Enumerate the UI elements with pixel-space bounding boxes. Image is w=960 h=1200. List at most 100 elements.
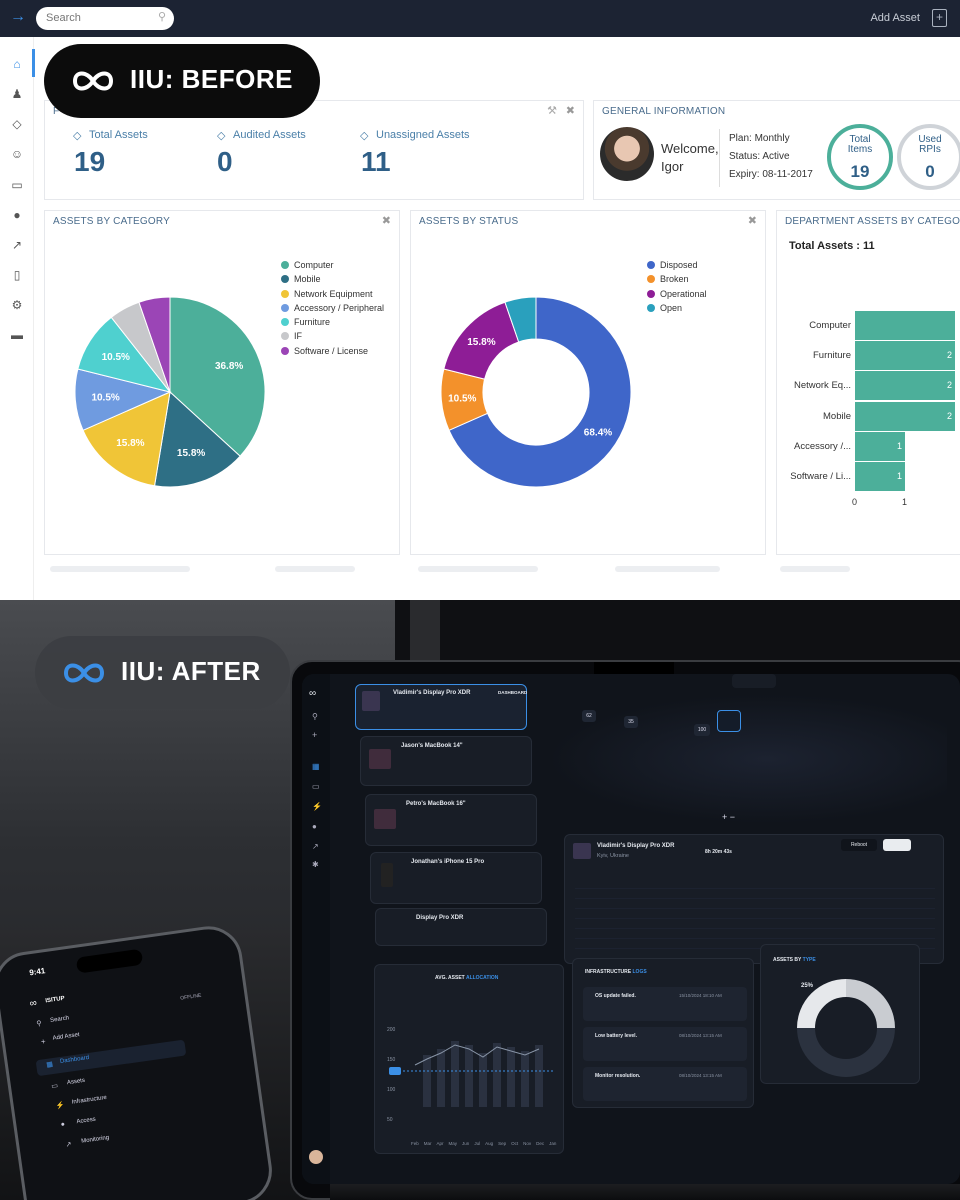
plus-icon[interactable]: + [40, 1036, 47, 1047]
legend-item[interactable]: Disposed [647, 258, 707, 272]
bolt-icon[interactable]: ⚡ [312, 802, 322, 811]
legend-item[interactable]: Mobile [281, 272, 384, 286]
total-items-label-2: Items [847, 144, 873, 155]
map-pin-selected[interactable] [717, 710, 741, 732]
add-asset-button[interactable]: Add Asset [870, 12, 920, 24]
globe-icon[interactable]: ● [13, 208, 21, 222]
pie-slice[interactable] [169, 296, 266, 457]
map-pin[interactable]: 62 [582, 710, 596, 722]
legend-item[interactable]: Network Equipment [281, 287, 384, 301]
bar[interactable] [855, 311, 955, 340]
wrench-icon[interactable]: ⚒ [547, 105, 557, 117]
phone-menu-assets[interactable]: Assets [66, 1077, 86, 1087]
avatar [309, 1150, 323, 1164]
bar[interactable]: 1 [855, 431, 905, 461]
trend-icon[interactable]: ↗ [312, 842, 319, 851]
x-tick-label: Jan [549, 1141, 557, 1146]
pie-slice[interactable] [153, 391, 241, 488]
add-asset-icon[interactable]: + [932, 9, 947, 27]
types-card: ASSETS BY TYPE 25% [760, 944, 920, 1084]
pie-slice[interactable] [504, 296, 537, 343]
zoom-controls[interactable]: + − [722, 812, 736, 822]
search-input[interactable]: Search ⚲ [36, 7, 174, 30]
asset-list-item[interactable]: Jonathan's iPhone 15 Pro [370, 852, 542, 904]
bar[interactable]: 2 [855, 401, 955, 431]
bar[interactable]: 2 [855, 371, 955, 401]
search-icon[interactable]: ⚲ [312, 712, 318, 721]
monitor-icon[interactable]: ▭ [11, 178, 23, 192]
asset-list-item[interactable]: Display Pro XDR [375, 908, 547, 946]
legend-item[interactable]: Accessory / Peripheral [281, 301, 384, 315]
legend-item[interactable]: Broken [647, 272, 707, 286]
person-icon[interactable]: ♟ [11, 87, 23, 101]
phone-menu-monitoring[interactable]: Monitoring [80, 1134, 110, 1145]
legend-label: Software / License [294, 345, 369, 356]
log-entry[interactable]: Monitor resolution. 08/10/2024 13:15 AM [583, 1067, 747, 1101]
stat-label-total: Total Assets [89, 129, 148, 141]
blurred-row [780, 566, 850, 572]
bar[interactable]: 1 [855, 462, 905, 491]
gear-icon[interactable]: ⚙ [11, 298, 23, 312]
allocation-card: AVG. ASSET ALLOCATION 200 150 100 50 Feb… [374, 964, 564, 1154]
asset-list-item[interactable]: Petro's MacBook 16" [365, 794, 537, 846]
close-icon[interactable]: ✖ [747, 215, 757, 227]
close-icon[interactable]: ✖ [381, 215, 391, 227]
asset-list-item[interactable]: Jason's MacBook 14" [360, 736, 532, 786]
pie-slice[interactable] [448, 296, 632, 488]
asset-name: Jonathan's iPhone 15 Pro [411, 859, 485, 865]
search-icon[interactable]: ⚲ [36, 1020, 43, 1028]
allocation-title-2: ALLOCATION [465, 975, 499, 981]
x-tick-label: Nov [523, 1141, 532, 1146]
globe-icon[interactable]: ● [312, 822, 317, 831]
search-icon[interactable]: ⚲ [157, 11, 166, 23]
phone-menu-add-asset[interactable]: Add Asset [52, 1032, 80, 1042]
user-icon[interactable]: ☺ [10, 147, 24, 161]
phone-menu-search[interactable]: Search [49, 1015, 70, 1024]
legend-item[interactable]: Software / License [281, 344, 384, 358]
bar[interactable]: 2 [855, 341, 955, 371]
asset-detail-card: Vladimir's Display Pro XDR Kyiv, Ukraine… [564, 834, 944, 964]
logs-title: INFRASTRUCTURE LOGS [585, 969, 647, 975]
phone-menu-access[interactable]: Access [76, 1116, 97, 1126]
home-icon[interactable]: ⌂ [13, 57, 21, 71]
card-icon[interactable]: ▬ [11, 328, 23, 342]
legend-item[interactable]: IF [281, 329, 384, 343]
log-entry[interactable]: Low battery level. 08/10/2024 13:15 AM [583, 1027, 747, 1061]
legend-item[interactable]: Furniture [281, 315, 384, 329]
document-icon[interactable]: ▯ [13, 268, 21, 282]
legend-item[interactable]: Operational [647, 287, 707, 301]
phone-menu-infrastructure[interactable]: Infrastructure [71, 1094, 108, 1106]
close-icon[interactable]: ✖ [565, 105, 575, 117]
before-screenshot: → Search ⚲ Add Asset + ⌂ ♟ ◇ ☺ ▭ ● ↗ ▯ ⚙… [0, 0, 960, 600]
dashboard-icon[interactable]: ▦ [312, 762, 320, 771]
types-title: ASSETS BY TYPE [773, 957, 816, 963]
diamond-icon[interactable]: ◇ [12, 117, 22, 131]
asset-list-item-active[interactable]: Vladimir's Display Pro XDR DASHBOARD [355, 684, 527, 730]
assets-icon[interactable]: ▭ [312, 782, 320, 791]
log-entry[interactable]: OS update failed. 15/10/2024 18:10 AM [583, 987, 747, 1021]
arrow-right-icon[interactable]: → [10, 8, 26, 25]
legend-item[interactable]: Computer [281, 258, 384, 272]
toggle-button[interactable] [883, 839, 911, 851]
trend-icon[interactable]: ↗ [11, 238, 23, 252]
pie-slice-label: 15.8% [116, 438, 144, 449]
phone: 9:41 ∞ ISITUP OFFLINE ⚲ Search + Add Ass… [0, 921, 277, 1200]
legend-label: Computer [294, 260, 334, 270]
map-pin[interactable]: 35 [624, 716, 638, 728]
plus-icon[interactable]: + [312, 730, 318, 740]
legend-swatch [647, 261, 655, 269]
bar-value-label: 2 [947, 410, 953, 421]
legend-label: Broken [660, 274, 689, 285]
map-pin[interactable]: 100 [694, 724, 710, 736]
settings-icon[interactable]: ✱ [312, 860, 319, 869]
total-items-value: 19 [850, 162, 870, 181]
y-tick: 100 [387, 1087, 396, 1093]
pie-slice[interactable] [138, 296, 171, 393]
phone-menu-dashboard-active[interactable] [35, 1039, 187, 1077]
legend-item[interactable]: Open [647, 301, 707, 315]
pie-slice[interactable] [82, 391, 171, 487]
before-overlay-text: IIU: BEFORE [130, 64, 293, 94]
log-date: 15/10/2024 18:10 AM [679, 993, 722, 998]
reboot-button[interactable]: Reboot [841, 839, 877, 851]
phone-filter[interactable]: OFFLINE [179, 992, 202, 1002]
